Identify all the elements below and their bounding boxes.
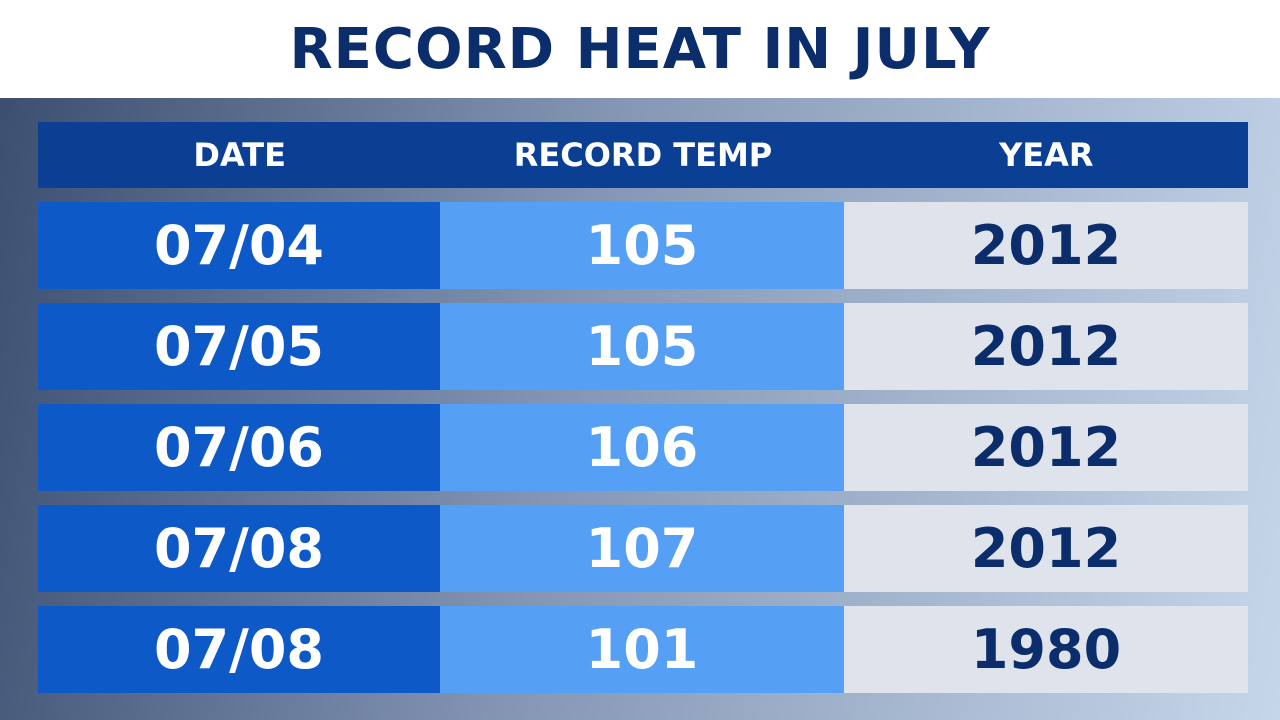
table-cell: 106 [440,404,844,491]
table-row: 07/08 101 1980 [38,606,1248,693]
table-cell: 105 [440,303,844,390]
table-cell: 2012 [844,404,1248,491]
table: DATE RECORD TEMP YEAR 07/04 105 2012 07/05 105… [38,122,1248,707]
table-row: 07/08 107 2012 [38,505,1248,592]
title-bar: RECORD HEAT IN JULY [0,0,1280,98]
table-cell: 1980 [844,606,1248,693]
table-cell: 105 [440,202,844,289]
table-cell: 101 [440,606,844,693]
table-cell: 107 [440,505,844,592]
column-header: RECORD TEMP [513,136,773,174]
column-header: YEAR [999,136,1094,174]
title: RECORD HEAT IN JULY [289,16,991,82]
table-cell: 2012 [844,202,1248,289]
table-body: 07/04 105 2012 07/05 105 2012 07/06 106 2012 07/0… [38,202,1248,693]
table-cell: 07/08 [38,606,440,693]
table-row: 07/06 106 2012 [38,404,1248,491]
table-cell: 2012 [844,505,1248,592]
table-cell: 07/06 [38,404,440,491]
table-row: 07/05 105 2012 [38,303,1248,390]
header-row: DATE RECORD TEMP YEAR [38,122,1248,188]
table-cell: 2012 [844,303,1248,390]
column-header: DATE [193,136,286,174]
table-cell: 07/05 [38,303,440,390]
table-row: 07/04 105 2012 [38,202,1248,289]
table-cell: 07/04 [38,202,440,289]
table-cell: 07/08 [38,505,440,592]
